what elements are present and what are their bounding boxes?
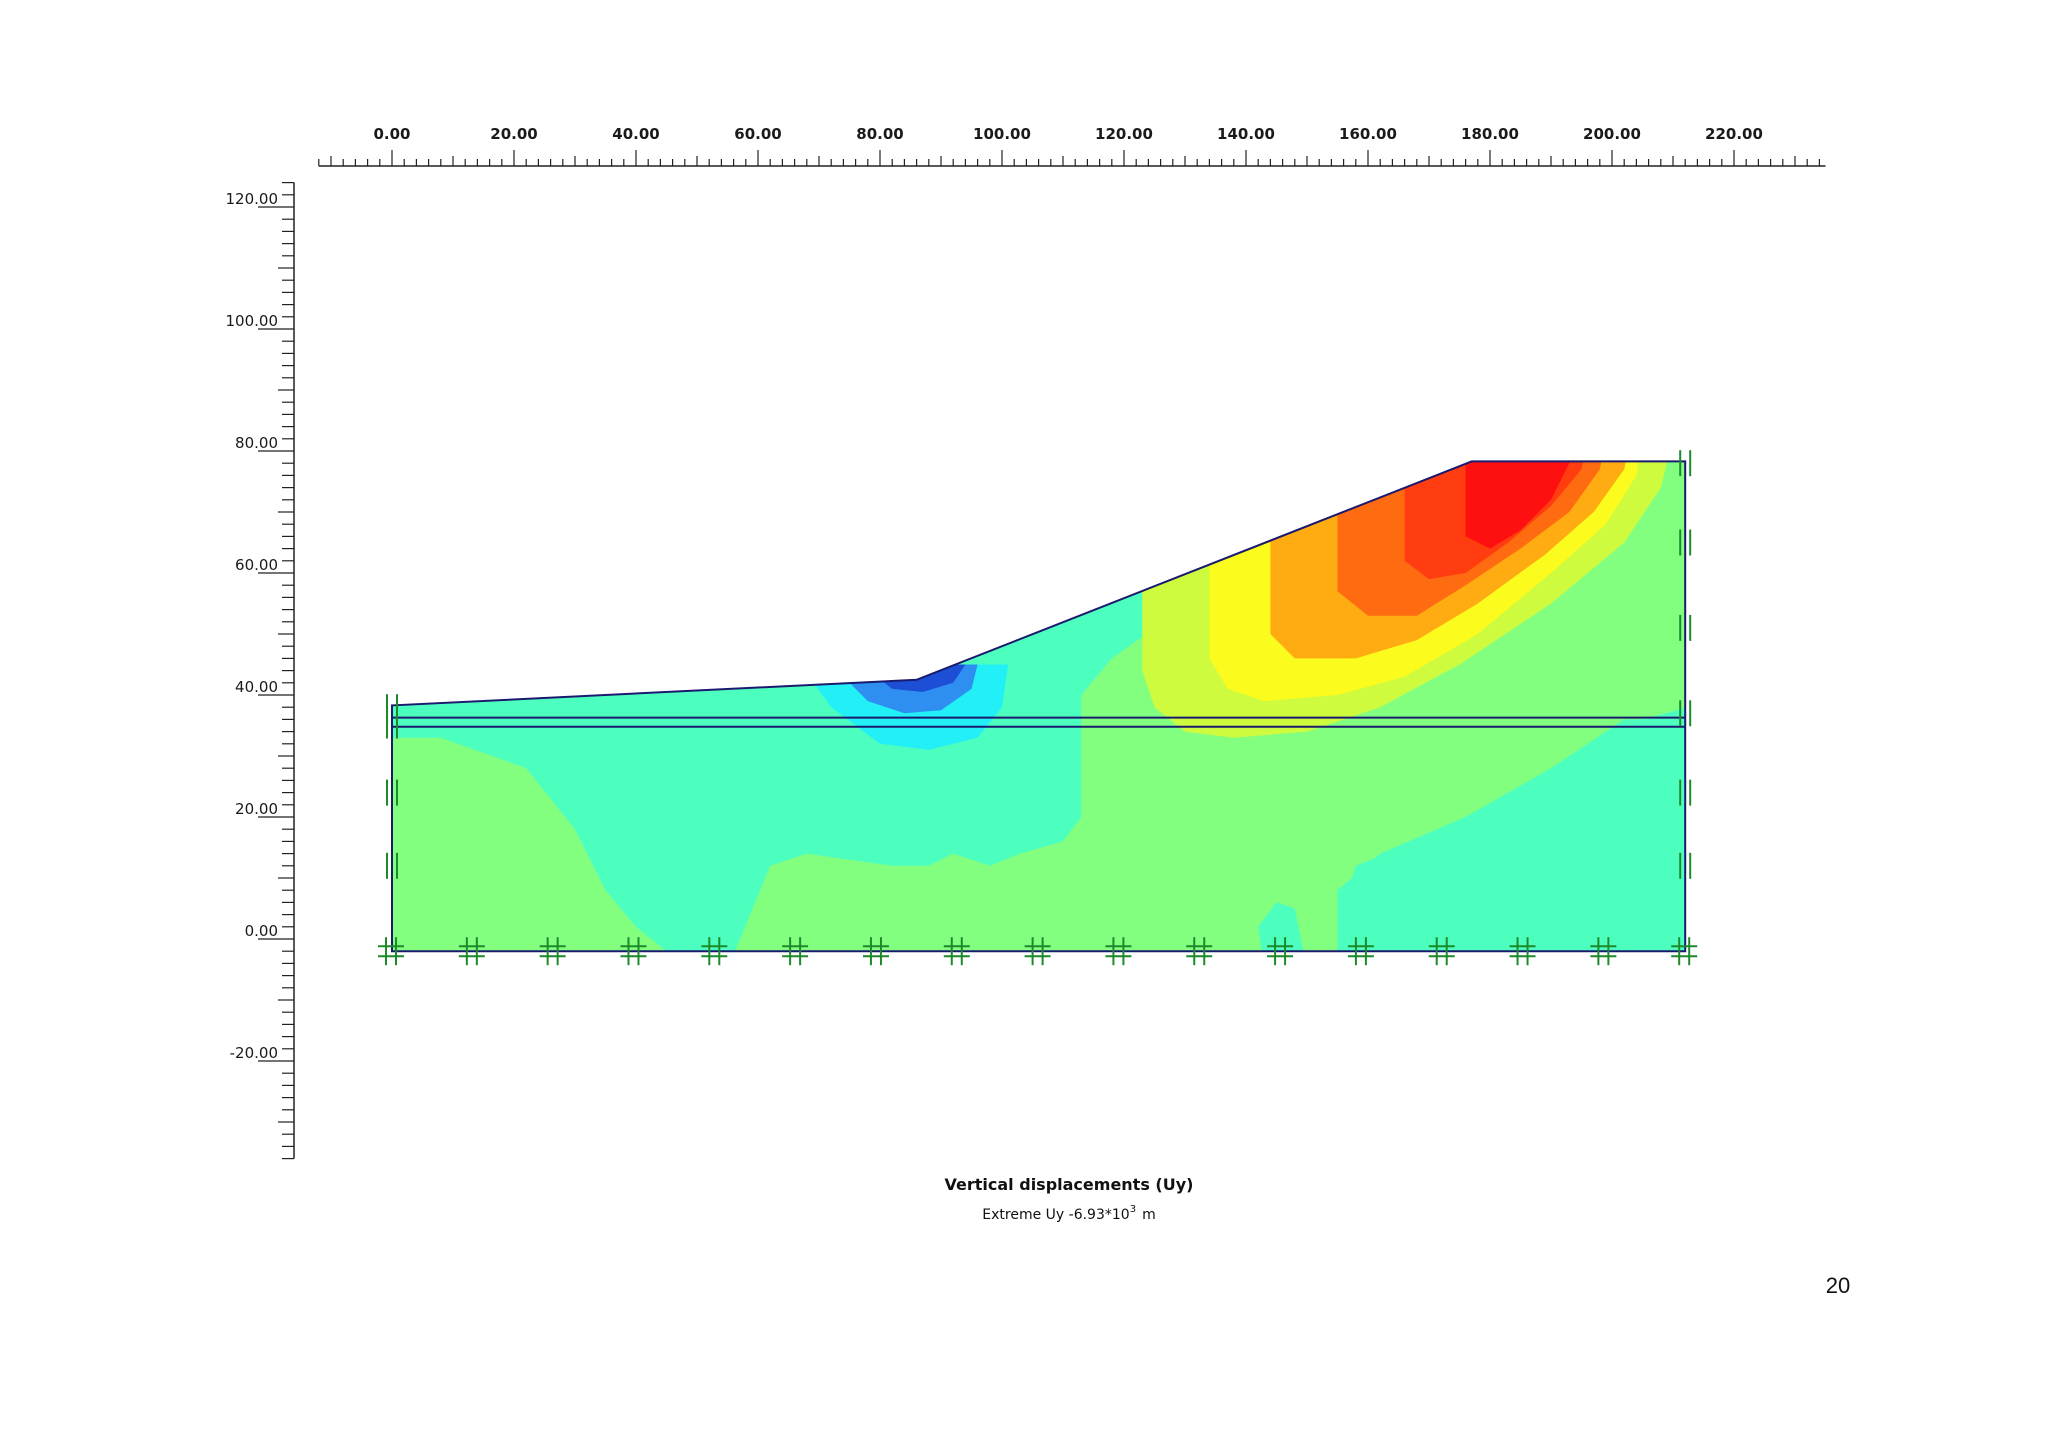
extreme-value-text: Extreme Uy -6.93*10: [982, 1207, 1129, 1223]
x-tick-label: 20.00: [490, 125, 537, 143]
fixity-hash-symbol: [1347, 937, 1374, 966]
model-outline: [391, 460, 1687, 953]
x-tick-label: 140.00: [1217, 125, 1275, 143]
fixity-hash-symbol: [1105, 937, 1132, 966]
roller-support-symbol: [386, 712, 398, 739]
contour-band-aqua: [1337, 719, 1686, 952]
x-tick-label: 160.00: [1339, 125, 1397, 143]
fixity-hash-symbol: [1509, 937, 1536, 966]
y-tick-label: 40.00: [235, 678, 278, 696]
x-tick-label: 200.00: [1583, 125, 1641, 143]
y-tick-label: 120.00: [226, 190, 279, 208]
contour-band-red: [1465, 461, 1576, 549]
y-axis-ticks: [258, 182, 294, 1160]
fixity-hash-symbol: [1267, 937, 1294, 966]
x-axis-ruler: 0.00 20.00 40.00 60.00 80.00 100.00 120.00 140.…: [318, 125, 1826, 167]
y-tick-label: 100.00: [226, 312, 279, 330]
y-tick-label: 0.00: [245, 922, 278, 940]
x-axis-labels: 0.00 20.00 40.00 60.00 80.00 100.00 120.00 140.…: [373, 125, 1762, 143]
fixity-hash-symbol: [1186, 937, 1213, 966]
y-tick-label: -20.00: [230, 1044, 278, 1062]
x-tick-label: 40.00: [612, 125, 659, 143]
contour-band-aqua: [1258, 902, 1307, 952]
fixity-hash-symbol: [458, 937, 485, 966]
fixity-hash-symbol: [378, 937, 404, 966]
roller-support-symbol: [1679, 529, 1692, 556]
fixity-hash-symbol: [539, 937, 566, 966]
extreme-value-exponent: 3: [1130, 1204, 1136, 1215]
displacement-contours: [392, 461, 1686, 952]
y-tick-label: 80.00: [235, 434, 278, 452]
x-tick-label: 220.00: [1705, 125, 1763, 143]
x-tick-label: 180.00: [1461, 125, 1519, 143]
fixity-hash-symbol: [1428, 937, 1455, 966]
extreme-value-unit: m: [1142, 1207, 1156, 1223]
plot-caption-title: Vertical displacements (Uy): [945, 1175, 1194, 1194]
fixity-hash-symbol: [1024, 937, 1051, 966]
fixity-hash-symbol: [862, 937, 889, 966]
y-tick-label: 20.00: [235, 800, 278, 818]
roller-support-symbol: [386, 779, 398, 806]
x-tick-label: 120.00: [1095, 125, 1153, 143]
boundary-fixities: [378, 450, 1698, 966]
roller-support-symbol: [1679, 779, 1692, 806]
roller-support-symbol: [1679, 700, 1692, 727]
fixity-hash-symbol: [701, 937, 728, 966]
model-boundary: [391, 460, 1687, 953]
y-axis-ruler: 120.00 100.00 80.00 60.00 40.00 20.00 0.00 -20.…: [226, 182, 295, 1160]
plot-caption-extreme: Extreme Uy -6.93*103 m: [982, 1204, 1155, 1223]
page-number: 20: [1825, 1273, 1851, 1298]
y-tick-label: 60.00: [235, 556, 278, 574]
x-tick-label: 80.00: [856, 125, 903, 143]
fixity-hash-symbol: [943, 937, 970, 966]
contour-band-green: [392, 737, 679, 952]
fixity-hash-symbol: [1671, 937, 1698, 966]
x-tick-label: 60.00: [734, 125, 781, 143]
x-axis-ticks: [318, 150, 1821, 166]
x-tick-label: 0.00: [373, 125, 410, 143]
roller-support-symbol: [1679, 450, 1692, 477]
fixity-hash-symbol: [1590, 937, 1617, 966]
roller-support-symbol: [1679, 614, 1692, 641]
roller-support-symbol: [1679, 852, 1692, 879]
roller-support-symbol: [386, 852, 398, 879]
fixity-hash-symbol: [782, 937, 809, 966]
x-tick-label: 100.00: [973, 125, 1031, 143]
y-axis-labels: 120.00 100.00 80.00 60.00 40.00 20.00 0.00 -20.…: [226, 190, 279, 1062]
fixity-hash-symbol: [620, 937, 647, 966]
